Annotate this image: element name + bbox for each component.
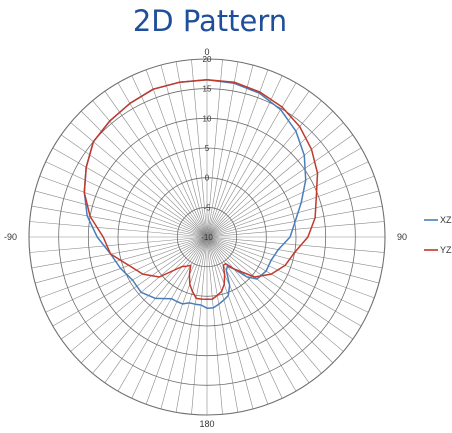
- angle-label: -90: [4, 232, 17, 242]
- radial-gridline: [176, 206, 238, 268]
- series-line-yz: [83, 79, 319, 301]
- series-layer: [83, 79, 319, 309]
- radial-gridline: [147, 177, 267, 297]
- angle-labels: 0 90 180 -90: [4, 47, 407, 429]
- radial-gridline: [87, 117, 327, 357]
- radial-gridlines: [28, 58, 386, 416]
- chart-title: 2D Pattern: [132, 4, 288, 38]
- legend: XZ YZ: [424, 215, 452, 255]
- radial-gridline: [28, 58, 386, 416]
- legend-label: XZ: [440, 215, 452, 225]
- radial-tick-label: 5: [205, 144, 210, 153]
- radial-tick-label: 0: [205, 174, 210, 183]
- radial-gridline: [117, 147, 297, 327]
- series-line-xz: [83, 79, 307, 309]
- radial-tick-label: 20: [203, 55, 212, 64]
- angle-label: 90: [397, 232, 407, 242]
- radial-tick-label: 15: [203, 85, 212, 94]
- radial-tick-labels: -10 -5 0 5 10 15 20: [201, 55, 213, 242]
- radial-tick-label: -5: [203, 203, 211, 212]
- radial-tick-label: -10: [201, 233, 213, 242]
- radial-gridline: [58, 88, 356, 386]
- angle-label: 0: [204, 47, 209, 57]
- legend-label: YZ: [440, 245, 452, 255]
- radial-tick-label: 10: [203, 114, 212, 123]
- angle-label: 180: [199, 419, 214, 429]
